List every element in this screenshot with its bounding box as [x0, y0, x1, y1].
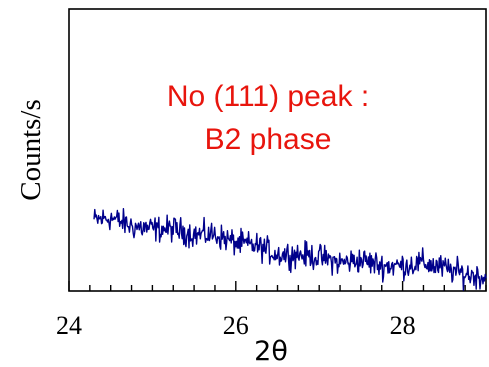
- annotation-line-2: B2 phase: [205, 123, 332, 156]
- x-axis-title: 2θ: [254, 336, 288, 367]
- x-ticks: [68, 281, 487, 291]
- x-tick-label: 24: [56, 311, 82, 340]
- x-tick-labels: 24 26 28: [56, 311, 416, 340]
- series-line: [93, 207, 487, 291]
- x-tick-label: 26: [223, 311, 249, 340]
- x-tick-label: 28: [390, 311, 416, 340]
- annotation-line-1: No (111) peak :: [167, 80, 369, 113]
- y-axis-title: Counts/s: [15, 99, 47, 201]
